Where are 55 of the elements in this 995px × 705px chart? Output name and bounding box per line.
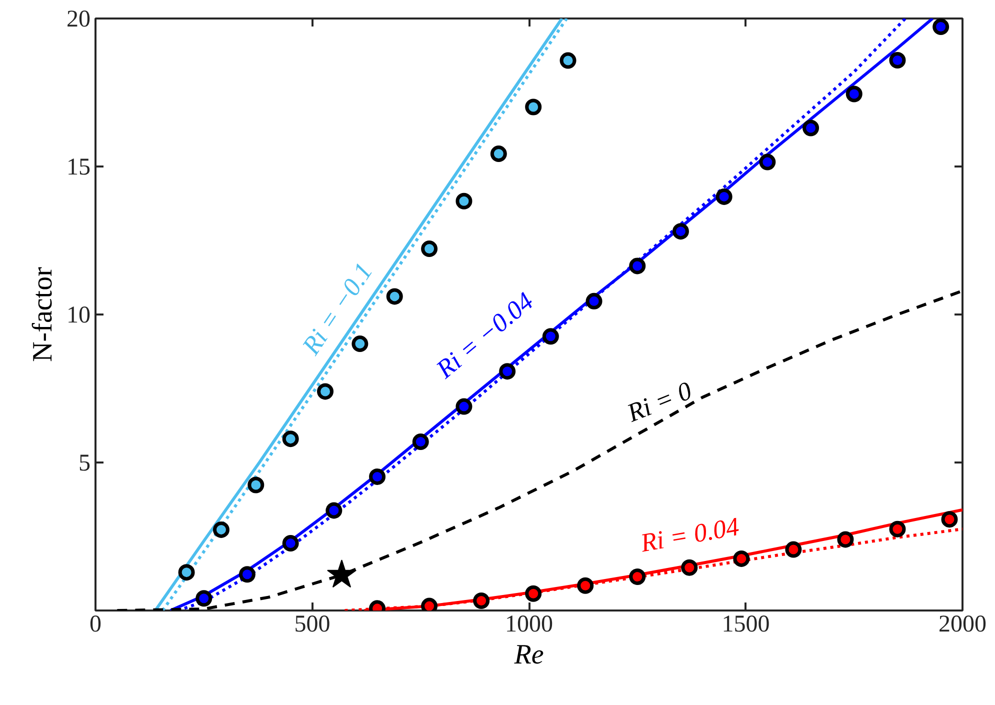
y-tick-label: 5 <box>78 450 90 476</box>
point <box>282 430 299 448</box>
x-tick-label: 1500 <box>722 612 770 638</box>
x-axis-title: Re <box>513 640 544 670</box>
point <box>577 577 594 594</box>
point <box>525 585 542 602</box>
y-tick-label: 10 <box>66 302 90 328</box>
point <box>473 592 490 609</box>
point <box>317 383 334 400</box>
annotation: Ri = −0.1 <box>296 258 378 360</box>
point <box>672 223 689 240</box>
point <box>889 52 906 68</box>
point <box>386 288 403 305</box>
point <box>326 502 342 519</box>
point <box>369 468 386 485</box>
point <box>560 52 576 69</box>
x-tick-label: 500 <box>294 612 330 638</box>
point <box>716 188 732 205</box>
point <box>586 292 602 310</box>
point <box>941 511 958 528</box>
point <box>846 86 862 102</box>
point <box>542 328 559 345</box>
x-tick-label: 1000 <box>505 612 553 638</box>
point <box>326 559 356 588</box>
point <box>525 98 542 116</box>
point <box>238 566 256 583</box>
point <box>412 434 429 450</box>
point <box>178 564 195 581</box>
point <box>456 398 472 415</box>
annotation: Ri = 0 <box>622 376 696 428</box>
point <box>196 590 212 607</box>
annotation: Ri = 0.04 <box>638 512 742 558</box>
point <box>802 120 820 136</box>
point <box>212 521 230 538</box>
point <box>629 568 646 585</box>
point <box>889 520 906 538</box>
y-axis-title: N-factor <box>28 266 58 362</box>
point <box>837 531 854 548</box>
point <box>499 363 516 380</box>
point <box>248 476 264 494</box>
x-tick-label: 2000 <box>938 612 986 638</box>
point <box>352 336 368 352</box>
point <box>681 559 698 576</box>
x-tick-label: 0 <box>90 612 102 638</box>
point <box>733 550 750 567</box>
y-tick-label: 20 <box>66 6 90 32</box>
point <box>421 240 438 258</box>
point <box>785 541 802 558</box>
point <box>932 18 950 36</box>
point <box>759 154 776 170</box>
point <box>282 535 299 552</box>
point <box>456 192 472 210</box>
y-tick-label: 15 <box>66 154 90 180</box>
point <box>490 146 507 162</box>
point <box>629 258 646 274</box>
